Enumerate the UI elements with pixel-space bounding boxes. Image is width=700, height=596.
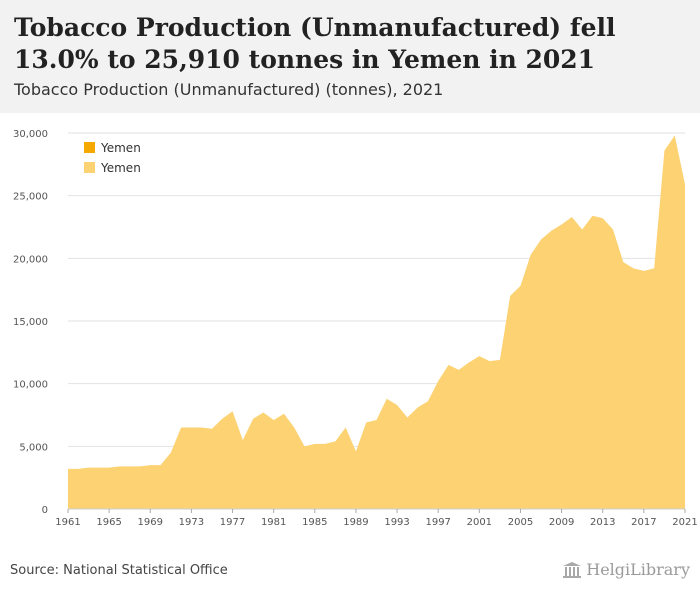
y-tick-label: 10,000 — [13, 380, 48, 391]
x-tick-label: 1973 — [179, 517, 204, 528]
source-note: Source: National Statistical Office — [10, 563, 228, 578]
x-tick-label: 1985 — [302, 517, 327, 528]
library-building-icon — [563, 561, 582, 578]
x-tick-label: 1989 — [343, 517, 368, 528]
chart-subtitle: Tobacco Production (Unmanufactured) (ton… — [14, 80, 444, 99]
legend-label: Yemen — [100, 141, 141, 155]
x-tick-label: 1977 — [220, 517, 245, 528]
legend-label: Yemen — [100, 161, 141, 175]
y-tick-label: 5,000 — [19, 442, 48, 453]
y-tick-label: 0 — [42, 505, 48, 516]
header-band: Tobacco Production (Unmanufactured) fell… — [0, 0, 700, 113]
y-tick-label: 15,000 — [13, 317, 48, 328]
y-tick-label: 20,000 — [13, 254, 48, 265]
x-tick-label: 1981 — [261, 517, 286, 528]
chart-title: Tobacco Production (Unmanufactured) fell… — [14, 13, 616, 74]
x-tick-label: 1993 — [384, 517, 409, 528]
helgilibrary-logo: HelgiLibrary — [562, 560, 690, 579]
x-tick-label: 2021 — [672, 517, 697, 528]
legend-swatch — [84, 162, 95, 173]
series-area-yemen — [68, 135, 685, 509]
x-tick-label: 2009 — [549, 517, 574, 528]
y-tick-label: 30,000 — [13, 129, 48, 140]
y-tick-label: 25,000 — [13, 192, 48, 203]
x-tick-label: 2001 — [467, 517, 492, 528]
x-tick-label: 1997 — [425, 517, 450, 528]
x-tick-label: 1969 — [138, 517, 163, 528]
x-tick-label: 2017 — [631, 517, 656, 528]
legend-swatch — [84, 142, 95, 153]
area-chart: 0 5,000 10,000 15,000 20,000 25,000 30,000 1961… — [13, 129, 698, 528]
brand-name: HelgiLibrary — [586, 560, 690, 579]
x-tick-label: 2013 — [590, 517, 615, 528]
x-tick-label: 2005 — [508, 517, 533, 528]
x-tick-label: 1965 — [96, 517, 121, 528]
x-tick-label: 1961 — [55, 517, 80, 528]
